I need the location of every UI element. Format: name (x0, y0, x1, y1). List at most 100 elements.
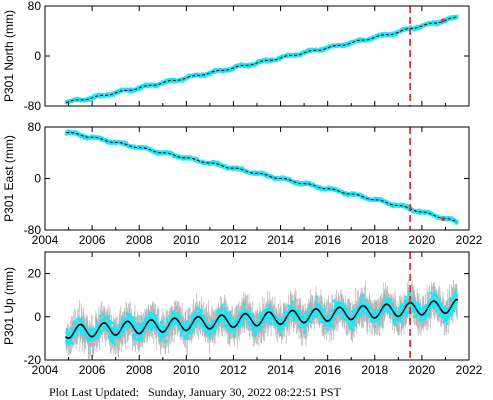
data-point (278, 320, 282, 323)
data-point (179, 325, 182, 329)
data-point (102, 313, 105, 317)
data-point (295, 315, 299, 319)
data-point (113, 343, 117, 346)
data-point (97, 333, 101, 337)
data-point (224, 310, 227, 313)
y-axis-label: P301 East (mm) (2, 135, 16, 222)
data-point (110, 334, 113, 338)
data-point (124, 317, 128, 321)
data-point (154, 314, 158, 317)
data-point (212, 327, 216, 331)
data-point (191, 318, 194, 321)
data-point (145, 317, 149, 321)
data-point (199, 312, 203, 316)
data-point (79, 331, 82, 335)
data-point (201, 314, 204, 318)
data-point (166, 327, 169, 331)
data-point (203, 318, 206, 322)
data-layer (64, 14, 459, 105)
data-point (130, 316, 133, 320)
data-point (246, 315, 249, 318)
data-point (159, 339, 162, 342)
data-point (203, 315, 207, 319)
data-point (197, 319, 201, 322)
data-point (193, 325, 197, 328)
data-point (78, 328, 81, 331)
data-point (150, 328, 154, 331)
data-point (251, 327, 254, 331)
data-point (274, 322, 277, 325)
data-point (238, 311, 241, 315)
data-point (178, 316, 182, 319)
data-point (215, 325, 218, 329)
data-point (236, 325, 239, 329)
data-point (130, 319, 133, 322)
data-point (237, 323, 241, 326)
data-point (109, 339, 112, 343)
data-point (289, 309, 292, 312)
data-point (263, 317, 266, 320)
data-point (314, 315, 318, 318)
data-point (160, 333, 163, 337)
data-point (190, 329, 193, 332)
data-point (89, 328, 92, 332)
data-point (135, 326, 138, 329)
data-point (98, 331, 101, 334)
data-point (306, 311, 310, 314)
data-point (172, 313, 175, 317)
data-point (254, 321, 257, 325)
data-point (74, 331, 78, 334)
data-point (90, 338, 93, 341)
data-point (243, 308, 246, 312)
data-point (113, 328, 117, 331)
data-point (277, 324, 280, 328)
data-point (286, 318, 290, 321)
data-point (323, 320, 326, 323)
data-point (306, 312, 309, 316)
data-point (107, 318, 110, 322)
plot-frame (44, 5, 470, 107)
data-point (324, 323, 327, 327)
data-point (81, 326, 84, 330)
data-point (65, 331, 68, 335)
data-point (204, 331, 207, 335)
data-point (173, 314, 177, 317)
data-point (68, 342, 72, 345)
data-point (166, 319, 169, 323)
data-point (287, 309, 290, 313)
outlier-point (441, 217, 446, 222)
data-point (184, 331, 188, 335)
data-point (145, 316, 149, 319)
data-point (143, 323, 147, 326)
data-point (185, 324, 188, 327)
data-point (213, 326, 216, 329)
data-point (234, 329, 237, 333)
data-point (194, 320, 198, 323)
data-point (138, 328, 141, 331)
data-point (122, 326, 125, 330)
data-point (65, 328, 69, 331)
data-point (159, 336, 162, 340)
data-point (253, 334, 257, 338)
data-point (73, 321, 77, 324)
data-point (106, 321, 109, 325)
data-point (261, 324, 264, 328)
data-point (148, 324, 152, 328)
data-point (267, 313, 270, 317)
data-point (264, 316, 268, 319)
data-point (113, 335, 116, 339)
data-point (252, 320, 256, 324)
data-point (183, 329, 186, 333)
data-point (278, 330, 282, 333)
data-point (303, 312, 307, 316)
data-point (264, 319, 267, 323)
data-point (306, 314, 309, 318)
data-point (192, 315, 196, 319)
data-point (290, 312, 294, 316)
data-point (233, 326, 236, 330)
data-point (268, 315, 272, 318)
data-point (254, 332, 257, 336)
data-point (138, 330, 142, 334)
data-point (286, 311, 289, 314)
data-point (168, 327, 171, 330)
